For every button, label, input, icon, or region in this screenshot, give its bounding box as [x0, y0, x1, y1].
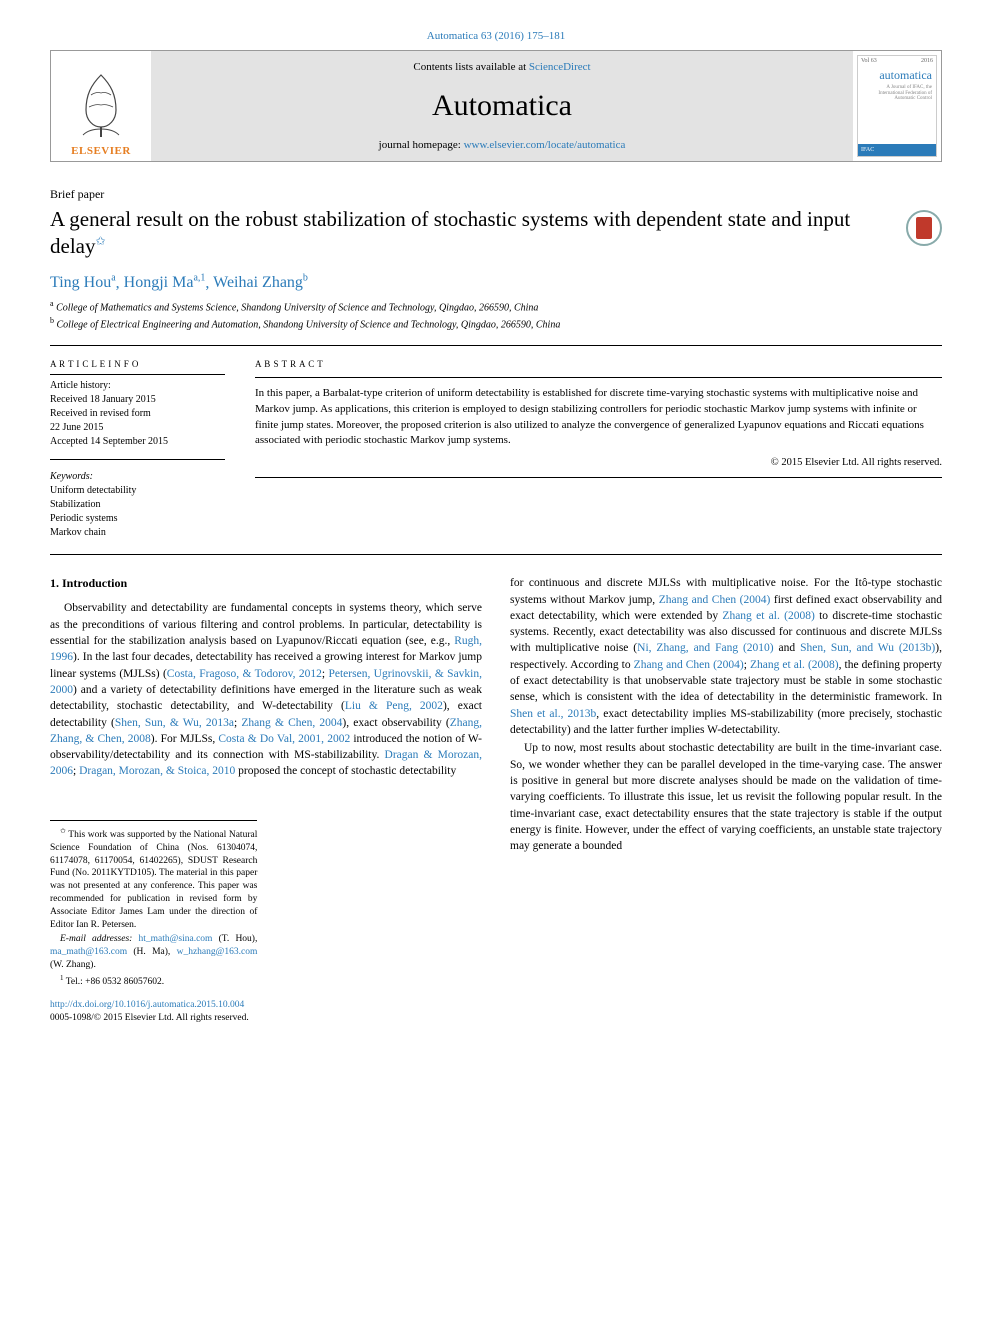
footnote-emails: E-mail addresses: ht_math@sina.com (T. H…	[50, 933, 257, 971]
top-citation: Automatica 63 (2016) 175–181	[50, 30, 942, 42]
citation-link[interactable]: Zhang et al. (2008)	[722, 610, 814, 622]
keyword-0: Uniform detectability	[50, 484, 225, 498]
section-label: Brief paper	[50, 187, 942, 202]
citation-link[interactable]: Zhang et al. (2008)	[750, 659, 839, 671]
crossmark-icon[interactable]	[906, 210, 942, 246]
citation-link[interactable]: Shen, Sun, and Wu (2013b)	[800, 642, 935, 654]
email-3[interactable]: w_hzhang@163.com	[177, 947, 258, 957]
author-1[interactable]: Ting Houa	[50, 274, 116, 291]
keywords-label: Keywords:	[50, 470, 225, 484]
column-left: 1. Introduction Observability and detect…	[50, 575, 482, 1026]
journal-cover[interactable]: Vol 632016 automatica A Journal of IFAC,…	[853, 51, 941, 161]
affiliation-b: b College of Electrical Engineering and …	[50, 315, 942, 332]
homepage-prefix: journal homepage:	[379, 139, 464, 151]
intro-para-1: Observability and detectability are fund…	[50, 600, 482, 780]
authors: Ting Houa, Hongji Maa,1, Weihai Zhangb	[50, 273, 942, 292]
paper-title: A general result on the robust stabiliza…	[50, 206, 894, 261]
citation-link[interactable]: Costa & Do Val, 2001, 2002	[218, 733, 350, 745]
history-label: Article history:	[50, 379, 225, 393]
affiliations: a College of Mathematics and Systems Sci…	[50, 298, 942, 333]
affiliation-a: a College of Mathematics and Systems Sci…	[50, 298, 942, 315]
citation-link[interactable]: Shen et al., 2013b	[510, 708, 596, 720]
intro-para-2: Up to now, most results about stochastic…	[510, 740, 942, 854]
elsevier-wordmark: ELSEVIER	[71, 145, 131, 157]
citation-link[interactable]: Liu & Peng, 2002	[345, 700, 443, 712]
citation-link[interactable]: Ni, Zhang, and Fang (2010)	[637, 642, 774, 654]
citation-link[interactable]: Costa, Fragoso, & Todorov, 2012	[167, 668, 322, 680]
homepage-link[interactable]: www.elsevier.com/locate/automatica	[464, 139, 626, 151]
title-footnote-star-icon[interactable]: ✩	[95, 234, 105, 248]
elsevier-logo[interactable]: ELSEVIER	[51, 51, 151, 161]
cover-sub: A Journal of IFAC, the International Fed…	[858, 85, 936, 102]
cover-title: automatica	[858, 66, 936, 85]
keyword-3: Markov chain	[50, 526, 225, 540]
article-info-heading: A R T I C L E I N F O	[50, 358, 225, 371]
keyword-1: Stabilization	[50, 498, 225, 512]
history-2: 22 June 2015	[50, 421, 225, 435]
history-3: Accepted 14 September 2015	[50, 435, 225, 449]
section-1-heading: 1. Introduction	[50, 575, 482, 592]
citation-link[interactable]: Rugh, 1996	[50, 635, 482, 663]
history-0: Received 18 January 2015	[50, 393, 225, 407]
contents-prefix: Contents lists available at	[413, 61, 528, 73]
issn-line: 0005-1098/© 2015 Elsevier Ltd. All right…	[50, 1013, 249, 1023]
journal-name: Automatica	[163, 89, 841, 123]
footnote-star: ✩ This work was supported by the Nationa…	[50, 827, 257, 932]
email-1[interactable]: ht_math@sina.com	[139, 934, 213, 944]
homepage-line: journal homepage: www.elsevier.com/locat…	[163, 139, 841, 151]
abstract-heading: A B S T R A C T	[255, 358, 942, 371]
abstract-copyright: © 2015 Elsevier Ltd. All rights reserved…	[255, 455, 942, 470]
author-3[interactable]: Weihai Zhangb	[213, 274, 308, 291]
citation-link[interactable]: Shen, Sun, & Wu, 2013a	[115, 717, 234, 729]
keyword-2: Periodic systems	[50, 512, 225, 526]
divider	[50, 554, 942, 555]
divider	[50, 345, 942, 346]
citation-link[interactable]: Zhang and Chen (2004)	[659, 594, 771, 606]
citation-link[interactable]: Zhang & Chen, 2004	[241, 717, 342, 729]
citation-link[interactable]: Zhang and Chen (2004)	[634, 659, 744, 671]
author-2[interactable]: Hongji Maa,1	[124, 274, 206, 291]
footnotes: ✩ This work was supported by the Nationa…	[50, 820, 257, 989]
header-bar: ELSEVIER Contents lists available at Sci…	[50, 50, 942, 162]
header-mid: Contents lists available at ScienceDirec…	[151, 51, 853, 161]
elsevier-tree-icon	[61, 65, 141, 145]
doi-block: http://dx.doi.org/10.1016/j.automatica.2…	[50, 999, 482, 1026]
abstract-text: In this paper, a Barbalat-type criterion…	[255, 386, 942, 450]
history-1: Received in revised form	[50, 407, 225, 421]
cover-ifac-badge: IFAC	[858, 144, 936, 156]
body-columns: 1. Introduction Observability and detect…	[50, 575, 942, 1026]
email-2[interactable]: ma_math@163.com	[50, 947, 127, 957]
contents-line: Contents lists available at ScienceDirec…	[163, 61, 841, 73]
article-info-col: A R T I C L E I N F O Article history: R…	[50, 358, 225, 541]
intro-para-1-cont: for continuous and discrete MJLSs with m…	[510, 575, 942, 738]
doi-link[interactable]: http://dx.doi.org/10.1016/j.automatica.2…	[50, 1000, 244, 1010]
title-text: A general result on the robust stabiliza…	[50, 207, 850, 258]
footnote-corresponding: 1 Tel.: +86 0532 86057602.	[50, 974, 257, 989]
sciencedirect-link[interactable]: ScienceDirect	[529, 61, 591, 73]
column-right: for continuous and discrete MJLSs with m…	[510, 575, 942, 1026]
abstract-col: A B S T R A C T In this paper, a Barbala…	[255, 358, 942, 541]
citation-link[interactable]: Dragan, Morozan, & Stoica, 2010	[79, 765, 235, 777]
